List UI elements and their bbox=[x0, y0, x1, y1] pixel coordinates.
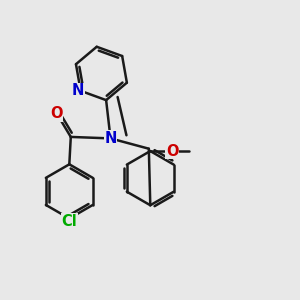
Text: Cl: Cl bbox=[61, 214, 77, 229]
Text: N: N bbox=[104, 131, 117, 146]
Text: O: O bbox=[166, 144, 178, 159]
Text: O: O bbox=[50, 106, 62, 121]
Text: N: N bbox=[71, 83, 84, 98]
